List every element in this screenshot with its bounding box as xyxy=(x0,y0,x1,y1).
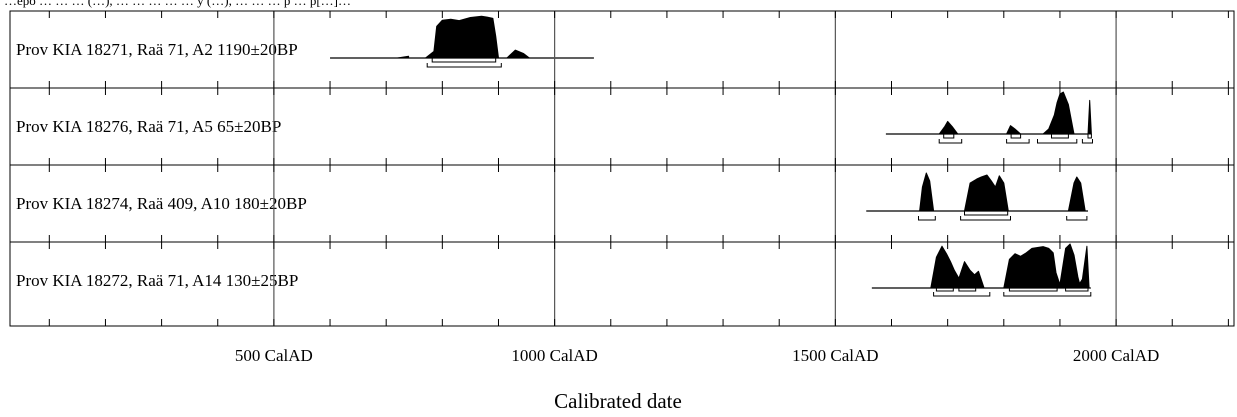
range-bracket xyxy=(1010,134,1022,139)
range-bracket xyxy=(964,211,1009,216)
range-bracket xyxy=(933,292,991,297)
range-bracket xyxy=(1037,139,1078,144)
x-tick-label: 2000 CalAD xyxy=(1073,346,1159,365)
probability-peak xyxy=(1067,176,1086,212)
sample-row: Prov KIA 18276, Raä 71, A5 65±20BP xyxy=(16,91,1093,144)
probability-peak xyxy=(396,55,410,59)
x-tick-label: 1000 CalAD xyxy=(511,346,597,365)
range-bracket xyxy=(1081,139,1093,144)
range-bracket xyxy=(943,134,955,139)
range-bracket xyxy=(1065,287,1089,292)
range-bracket xyxy=(958,287,977,292)
gridlines xyxy=(9,10,1235,327)
range-bracket xyxy=(960,216,1011,221)
range-bracket xyxy=(1003,292,1092,297)
row-label: Prov KIA 18271, Raä 71, A2 1190±20BP xyxy=(16,40,298,59)
range-bracket xyxy=(1066,216,1088,221)
chart-header-text: …epo … … … (…), … … … … … y (…), … … … p… xyxy=(4,0,351,8)
range-bracket xyxy=(1051,134,1069,139)
probability-peak xyxy=(938,120,959,135)
x-axis-title: Calibrated date xyxy=(554,389,682,413)
range-bracket xyxy=(1008,287,1058,292)
x-tick-labels: 500 CalAD 1000 CalAD 1500 CalAD 2000 CalAD xyxy=(235,346,1159,365)
probability-peak xyxy=(919,172,935,212)
chart-rows: Prov KIA 18271, Raä 71, A2 1190±20BP Prov… xyxy=(16,15,1093,297)
row-label: Prov KIA 18274, Raä 409, A10 180±20BP xyxy=(16,194,307,213)
probability-peak xyxy=(1003,243,1090,289)
x-tick-label: 1500 CalAD xyxy=(792,346,878,365)
sample-row: Prov KIA 18271, Raä 71, A2 1190±20BP xyxy=(16,15,594,68)
range-bracket xyxy=(938,139,963,144)
probability-peak xyxy=(425,15,499,59)
probability-peak xyxy=(1042,91,1075,135)
x-tick-label: 500 CalAD xyxy=(235,346,313,365)
chart-frame xyxy=(9,10,1235,327)
probability-peak xyxy=(1087,99,1092,135)
sample-row: Prov KIA 18272, Raä 71, A14 130±25BP xyxy=(16,243,1092,297)
probability-peak xyxy=(1006,125,1022,135)
probability-peak xyxy=(930,245,985,289)
probability-peak xyxy=(964,174,1009,212)
range-bracket xyxy=(1087,134,1092,139)
sample-row: Prov KIA 18274, Raä 409, A10 180±20BP xyxy=(16,172,1089,221)
range-bracket xyxy=(426,63,502,68)
range-bracket xyxy=(1006,139,1030,144)
row-label: Prov KIA 18276, Raä 71, A5 65±20BP xyxy=(16,117,281,136)
probability-peak xyxy=(506,49,530,59)
range-bracket xyxy=(935,287,954,292)
row-label: Prov KIA 18272, Raä 71, A14 130±25BP xyxy=(16,271,298,290)
range-bracket xyxy=(431,58,497,63)
range-bracket xyxy=(918,216,936,221)
